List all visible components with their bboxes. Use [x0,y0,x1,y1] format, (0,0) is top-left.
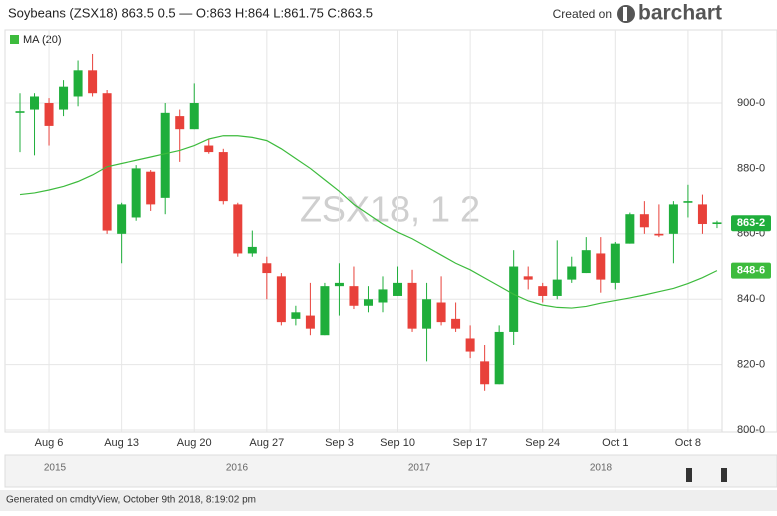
y-tick-label: 820-0 [737,359,765,371]
candle-body [393,282,403,296]
candle-body [247,246,257,254]
candle-body [305,315,315,329]
x-tick-label: Sep 17 [453,437,488,449]
candle-body [262,263,272,274]
x-tick-label: Oct 1 [602,437,628,449]
x-tick-label: Oct 8 [675,437,701,449]
x-tick-label: Aug 13 [104,437,139,449]
candle-body [712,222,722,225]
logo-icon-bar [623,7,627,21]
navigator-label: 2018 [590,463,613,474]
brand: barchart [638,2,722,25]
candle-body [73,70,83,97]
plot-frame [4,29,777,433]
candle-body [422,299,432,329]
candle-body [523,276,533,280]
candle-body [697,204,707,225]
y-tick-label: 840-0 [737,293,765,305]
candle-body [363,299,373,306]
navigator-label: 2015 [44,463,67,474]
candle-body [538,286,548,296]
x-tick-label: Sep 10 [380,437,415,449]
candle-body [451,318,461,329]
candle-body [596,253,606,280]
candle-body [102,93,112,231]
navigator-handle[interactable] [721,468,727,482]
candle-body [654,233,664,236]
x-tick-label: Aug 6 [35,437,64,449]
candle-body [44,103,54,126]
candle-body [465,338,475,352]
chart-title: Soybeans (ZSX18) 863.5 0.5 — O:863 H:864… [8,5,373,20]
ma-line [19,135,718,309]
x-tick-label: Sep 3 [325,437,354,449]
candle-body [88,70,98,94]
credit: Created on [553,7,612,21]
candle-body [378,289,388,303]
candle-body [480,361,490,385]
y-tick-label: 800-0 [737,424,765,436]
y-tick-label: 880-0 [737,162,765,174]
candle-body [117,204,127,234]
candle-body [233,204,243,254]
candle-body [407,282,417,329]
candle-body [160,112,170,198]
candle-body [610,243,620,283]
navigator-label: 2017 [408,463,431,474]
candle-body [494,331,504,385]
candle-body [175,116,185,130]
candle-body [668,204,678,234]
candle-body [581,250,591,274]
candle-body [204,145,214,153]
candle-body [509,266,519,332]
footer: Generated on cmdtyView, October 9th 2018… [6,495,256,506]
candle-body [683,201,693,203]
candle-body [218,152,228,202]
candle-body [334,282,344,287]
price-label-box [731,215,771,232]
legend-swatch [10,35,19,44]
watermark: ZSX18, 1 2 [300,189,480,230]
candle-body [349,286,359,306]
navigator-label: 2016 [226,463,249,474]
legend-label: MA (20) [23,34,62,46]
navigator [4,454,777,488]
candle-body [30,96,40,110]
candle-body [291,312,301,319]
candle-body [59,86,69,110]
candle-body [276,276,286,323]
footer-bar [0,490,777,511]
price-label: 848-6 [737,265,765,277]
price-label-box [731,262,771,279]
y-tick-label: 900-0 [737,97,765,109]
candle-body [436,302,446,323]
candle-body [639,214,649,228]
candle-body [320,286,330,336]
price-label: 863-2 [737,217,765,229]
navigator-handle[interactable] [686,468,692,482]
x-tick-label: Aug 20 [177,437,212,449]
candle-body [552,279,562,296]
candle-body [189,103,199,130]
x-tick-label: Sep 24 [525,437,560,449]
candle-body [131,168,141,218]
candle-body [15,111,25,113]
x-tick-label: Aug 27 [249,437,284,449]
candle-body [567,266,577,280]
candle-body [146,171,156,205]
candle-body [625,214,635,244]
